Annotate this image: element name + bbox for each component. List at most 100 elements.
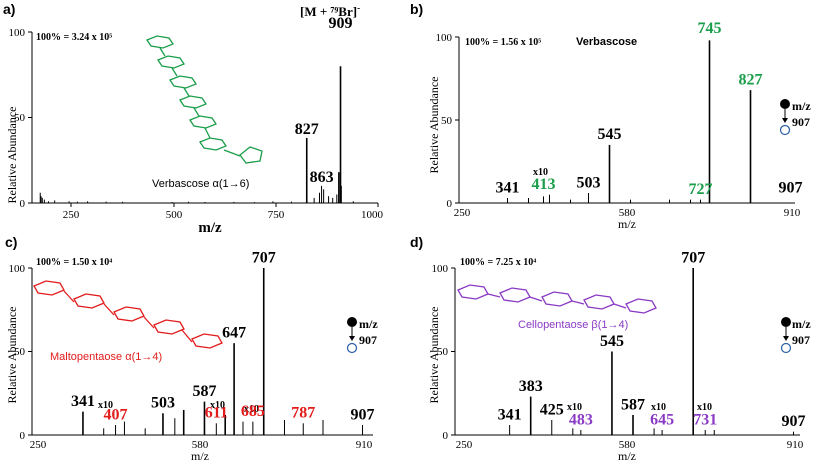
panel-c-x10-label-1: x10 — [98, 400, 113, 411]
product-open-circle-icon — [779, 124, 791, 136]
panel-a-scale-note: 100% = 3.24 x 10⁵ — [36, 32, 112, 43]
panel-c-xtick-label-580: 580 — [192, 439, 209, 451]
precursor-filled-circle-icon — [780, 99, 790, 109]
panel-b-peak-label-341: 341 — [496, 179, 520, 196]
panel-a-ytick-label-0: 0 — [20, 198, 26, 210]
panel-d-peak-label-707: 707 — [681, 249, 705, 266]
panel-b-peak-label-907: 907 — [779, 179, 803, 196]
panel-c-peak-label-707: 707 — [252, 249, 276, 266]
panel-b-ytick-label-0: 0 — [447, 198, 453, 210]
panel-a-xlabel: m/z — [198, 220, 222, 236]
panel-a-ylabel: Relative Abundance — [5, 107, 19, 204]
verbascose-structure-icon — [146, 35, 263, 164]
panel-d-legend-mz: m/z — [792, 317, 811, 331]
panel-c-peak-label-907: 907 — [351, 406, 375, 423]
maltopentaose-structure-icon — [33, 280, 223, 349]
panel-d-xtick-label-910: 910 — [787, 439, 804, 451]
panel-a-xtick-label-250: 250 — [63, 209, 80, 221]
panel-b-xticks: 250 580 910 — [454, 207, 801, 219]
panel-d-peak-label-425: 425 — [540, 401, 564, 418]
panel-d-x10-label-1: x10 — [567, 402, 582, 413]
panel-b-ytick-label-100: 100 — [436, 32, 453, 44]
panel-a-xtick-label-500: 500 — [166, 209, 183, 221]
panel-d-xtick-label-580: 580 — [619, 439, 636, 451]
panel-c-ytick-label-100: 100 — [9, 263, 26, 275]
panel-a-yticks: 100 50 0 — [9, 27, 32, 210]
panel-b-peak-label-745: 745 — [698, 20, 722, 37]
panel-a: a) Relative Abundance 100 50 0 250 500 7… — [3, 1, 384, 236]
panel-b-peak-label-727: 727 — [689, 181, 713, 198]
panel-d-scale-note: 100% = 7.25 x 10⁴ — [460, 257, 536, 268]
panel-a-peak-labels: 827 863 909 — [295, 15, 353, 186]
panel-d-ylabel: Relative Abundance — [427, 307, 441, 404]
panel-c-peak-label-647: 647 — [222, 324, 246, 341]
panel-a-peak-label-827: 827 — [295, 121, 319, 138]
panel-c-peak-labels: 341 407 503 587 611 647 685 707 787 907 — [71, 249, 375, 423]
panel-c-xtick-label-910: 910 — [356, 439, 373, 451]
panel-d-peak-labels: 341 383 425 483 545 587 645 707 731 907 — [498, 249, 806, 430]
panel-c-xlabel: m/z — [191, 449, 209, 463]
panel-b-x10-label: x10 — [533, 167, 548, 178]
panel-c-peaks — [82, 268, 364, 435]
panel-d-x10-label-2: x10 — [651, 402, 666, 413]
panel-d-xlabel: m/z — [618, 449, 636, 463]
panel-a-xtick-label-750: 750 — [268, 209, 285, 221]
panel-a-peak-label-863: 863 — [310, 169, 334, 186]
panel-b-ytick-label-50: 50 — [441, 115, 453, 127]
panel-d-peaks — [509, 268, 794, 435]
panel-a-ytick-label-100: 100 — [9, 27, 26, 39]
panel-b-peak-label-413: 413 — [532, 176, 556, 193]
panel-b-xtick-label-250: 250 — [454, 207, 471, 219]
panel-c-peak-label-503: 503 — [151, 395, 175, 412]
precursor-filled-circle-icon — [347, 317, 357, 327]
panel-d-peak-label-545: 545 — [600, 333, 624, 350]
panel-c-legend-target: 907 — [359, 333, 377, 347]
panel-a-ytick-label-50: 50 — [14, 112, 26, 124]
panel-b-xlabel: m/z — [618, 217, 636, 231]
panel-b-peaks — [507, 40, 752, 203]
panel-c-ylabel: Relative Abundance — [5, 307, 19, 404]
panel-c-peak-label-407: 407 — [104, 406, 128, 423]
panel-d-peak-label-383: 383 — [519, 378, 543, 395]
panel-a-compound-name: Verbascose α(1→6) — [152, 178, 249, 190]
panel-c-scale-note: 100% = 1.50 x 10⁴ — [36, 257, 112, 268]
down-arrowhead-icon — [349, 336, 355, 341]
panel-c-ytick-label-0: 0 — [20, 430, 26, 442]
panel-c-ytick-label-50: 50 — [14, 346, 26, 358]
panel-d-compound-name: Cellopentaose β(1→4) — [518, 319, 628, 331]
panel-c-fragmentation-legend: m/z 907 — [346, 317, 378, 354]
panel-d-ytick-label-50: 50 — [437, 346, 449, 358]
panel-c: c) Relative Abundance 100 50 0 250 580 9… — [5, 234, 378, 463]
panel-c-peak-label-611: 611 — [205, 405, 228, 422]
panel-d-ytick-label-100: 100 — [432, 263, 449, 275]
panel-d-yticks: 100 50 0 — [432, 263, 455, 442]
panel-d-peak-label-645: 645 — [650, 411, 674, 428]
panel-c-x10-label-2: x10 — [210, 400, 225, 411]
panel-b-xtick-label-580: 580 — [619, 207, 636, 219]
panel-a-ion-label-main: [M + ⁷⁹Br] — [300, 4, 357, 19]
panel-a-ion-label: [M + ⁷⁹Br]- — [300, 3, 360, 19]
panel-b-peak-labels: 341 413 503 545 727 745 827 907 — [496, 20, 803, 198]
panel-c-peak-label-587: 587 — [192, 383, 216, 400]
panel-c-legend-mz: m/z — [359, 317, 378, 331]
cellopentaose-structure-icon — [457, 284, 657, 314]
down-arrowhead-icon — [783, 336, 789, 341]
panel-c-x10-label-3: x10 — [244, 404, 259, 415]
panel-c-xticks: 250 580 910 — [30, 439, 373, 451]
panel-c-peak-label-341: 341 — [71, 393, 95, 410]
panel-a-peak-label-909: 909 — [329, 15, 353, 32]
panel-d-xticks: 250 580 910 — [456, 439, 804, 451]
product-open-circle-icon — [780, 342, 792, 354]
panel-a-ion-label-charge: - — [357, 3, 360, 13]
panel-d-legend-target: 907 — [792, 333, 810, 347]
panel-a-label: a) — [3, 1, 15, 17]
panel-c-xtick-label-250: 250 — [30, 439, 47, 451]
panel-b-xtick-label-910: 910 — [784, 207, 801, 219]
panel-d-peak-label-907: 907 — [781, 413, 805, 430]
panel-a-peaks — [39, 66, 354, 203]
panel-c-peak-label-787: 787 — [291, 405, 315, 422]
panel-d-fragmentation-legend: m/z 907 — [780, 317, 811, 354]
panel-a-xticks: 250 500 750 1000 — [63, 203, 384, 221]
precursor-filled-circle-icon — [781, 317, 791, 327]
